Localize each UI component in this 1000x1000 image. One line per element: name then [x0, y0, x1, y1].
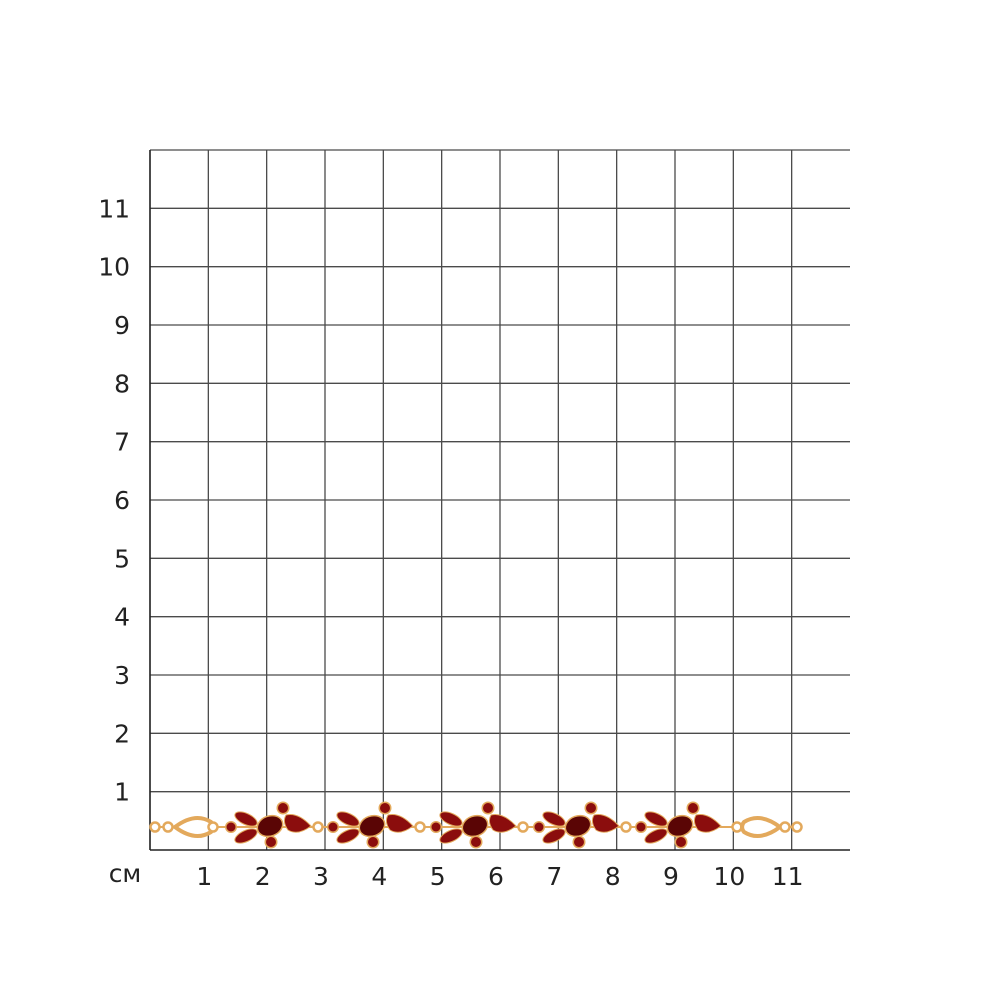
pear-garnet: [283, 814, 312, 833]
x-tick-label: 1: [196, 862, 212, 891]
y-tick-label: 9: [114, 311, 130, 340]
y-tick-label: 1: [114, 778, 130, 807]
oval-garnet: [666, 814, 694, 838]
round-garnet: [636, 822, 646, 832]
round-garnet: [380, 803, 390, 813]
round-garnet: [586, 803, 596, 813]
round-garnet: [328, 822, 338, 832]
marquise-garnet: [542, 811, 566, 827]
x-tick-label: 9: [663, 862, 679, 891]
bracelet-image: [149, 801, 803, 849]
x-tick-label: 3: [313, 862, 329, 891]
x-tick-label: 4: [371, 862, 387, 891]
gold-ring: [791, 821, 803, 833]
x-tick-label: 10: [713, 862, 745, 891]
x-tick-label: 6: [488, 862, 504, 891]
round-garnet: [574, 837, 584, 847]
round-garnet: [266, 837, 276, 847]
round-garnet: [431, 822, 441, 832]
y-tick-label: 5: [114, 544, 130, 573]
y-tick-label: 4: [114, 603, 130, 632]
unit-label: см: [109, 859, 142, 888]
marquise-garnet: [439, 828, 463, 844]
gold-ring: [517, 821, 529, 833]
marquise-garnet: [644, 811, 668, 827]
marquise-garnet: [336, 811, 360, 827]
round-garnet: [688, 803, 698, 813]
y-tick-label: 11: [98, 194, 130, 223]
marquise-garnet: [234, 811, 258, 827]
y-tick-label: 7: [114, 428, 130, 457]
oval-garnet: [461, 814, 489, 838]
gold-ring: [162, 821, 174, 833]
gold-ring: [149, 821, 161, 833]
pear-garnet: [488, 814, 517, 833]
x-tick-label: 11: [772, 862, 804, 891]
x-tick-label: 8: [605, 862, 621, 891]
oval-garnet: [256, 814, 284, 838]
x-tick-label: 5: [430, 862, 446, 891]
pear-garnet: [591, 814, 620, 833]
pear-garnet: [693, 814, 722, 833]
x-tick-label: 7: [546, 862, 562, 891]
marquise-garnet: [234, 828, 258, 844]
x-tick-label: 2: [255, 862, 271, 891]
round-garnet: [278, 803, 288, 813]
round-garnet: [368, 837, 378, 847]
gold-ring: [779, 821, 791, 833]
y-tick-label: 8: [114, 369, 130, 398]
round-garnet: [534, 822, 544, 832]
gold-ring: [414, 821, 426, 833]
gold-ring: [312, 821, 324, 833]
round-garnet: [226, 822, 236, 832]
y-tick-label: 10: [98, 253, 130, 282]
y-tick-label: 2: [114, 719, 130, 748]
gold-link: [740, 816, 784, 838]
marquise-garnet: [542, 828, 566, 844]
y-tick-label: 3: [114, 661, 130, 690]
round-garnet: [676, 837, 686, 847]
marquise-garnet: [439, 811, 463, 827]
oval-garnet: [564, 814, 592, 838]
y-tick-label: 6: [114, 486, 130, 515]
marquise-garnet: [644, 828, 668, 844]
oval-garnet: [358, 814, 386, 838]
pear-garnet: [385, 814, 414, 833]
marquise-garnet: [336, 828, 360, 844]
round-garnet: [483, 803, 493, 813]
round-garnet: [471, 837, 481, 847]
gold-ring: [207, 821, 219, 833]
gold-ring: [620, 821, 632, 833]
